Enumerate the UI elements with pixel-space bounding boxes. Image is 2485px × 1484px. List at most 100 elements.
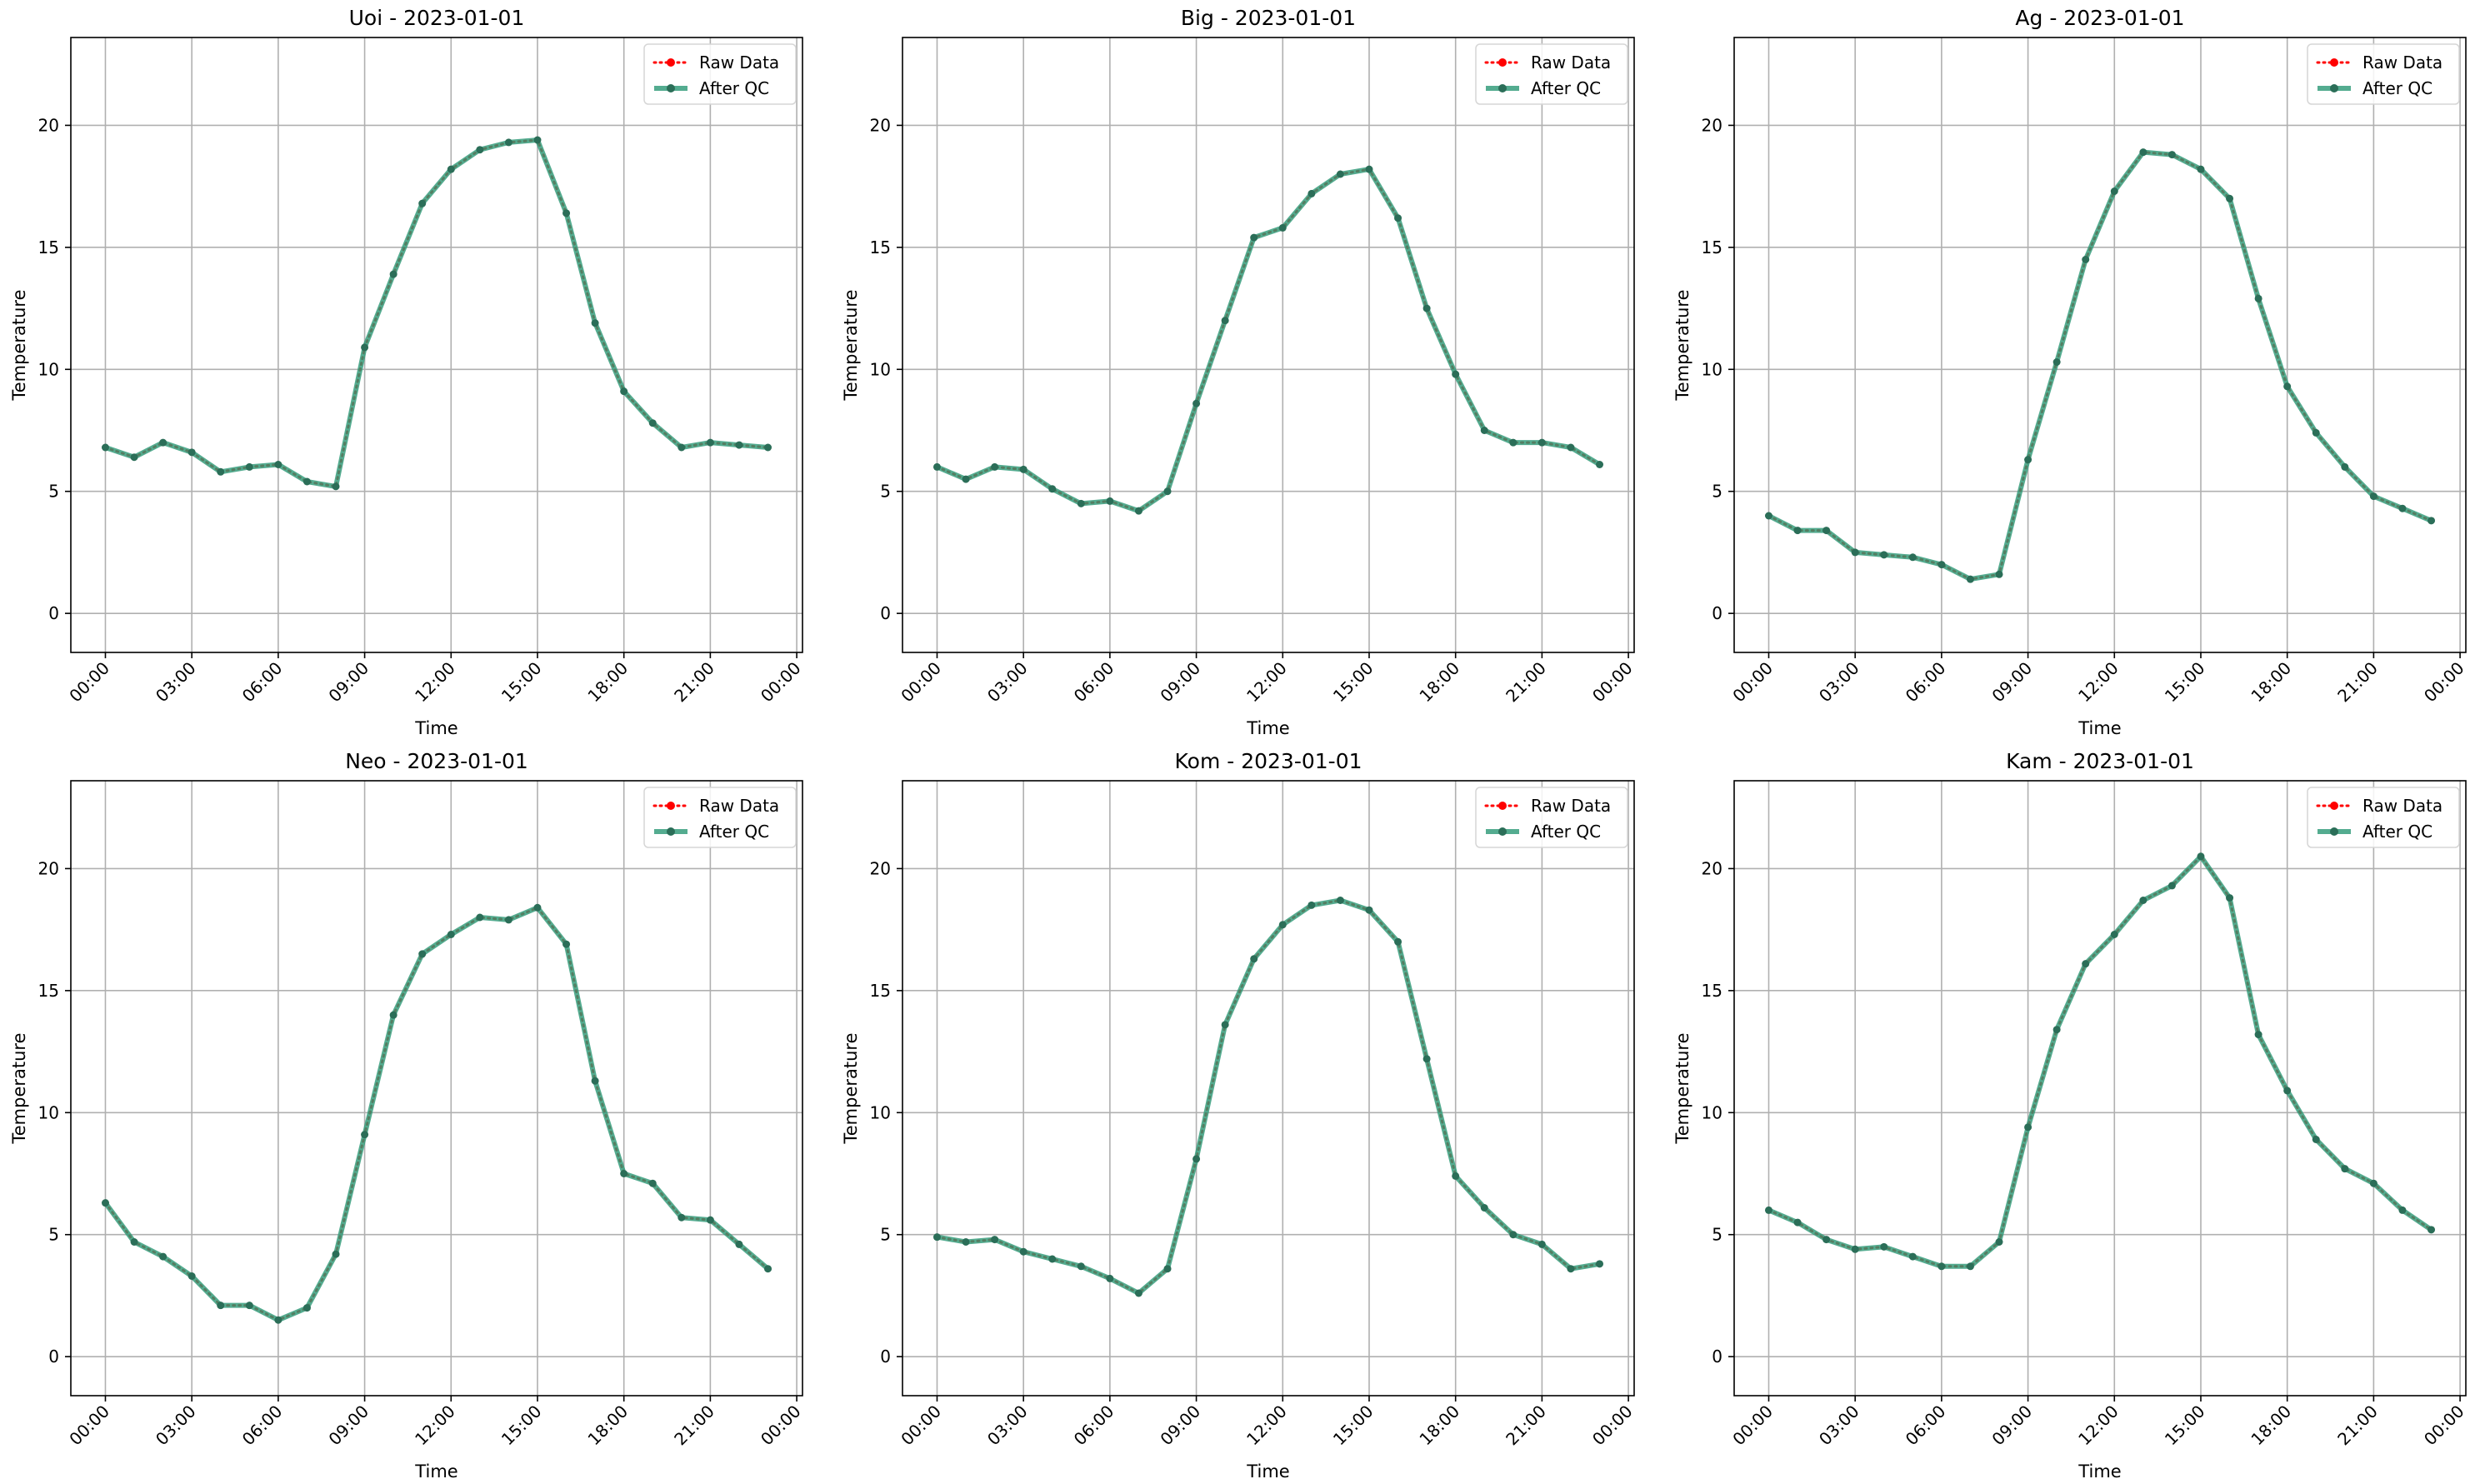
x-axis-label: Time: [2078, 718, 2121, 738]
x-tick-label: 03:00: [152, 1402, 200, 1450]
data-point-after-qc: [2428, 517, 2436, 525]
chart-title: Big - 2023-01-01: [1181, 6, 1356, 30]
data-point-after-qc: [706, 1216, 714, 1224]
data-point-after-qc: [1995, 1238, 2003, 1246]
y-tick-label: 10: [870, 359, 891, 379]
data-point-after-qc: [1880, 551, 1888, 559]
data-point-after-qc: [1966, 575, 1974, 583]
y-axis-label: Temperature: [9, 289, 29, 401]
x-tick-label: 00:00: [65, 658, 113, 707]
x-tick-label: 12:00: [1242, 658, 1291, 707]
data-point-after-qc: [1793, 527, 1802, 535]
series-line-after-qc: [936, 167, 1602, 514]
data-point-after-qc: [620, 1170, 628, 1177]
data-point-after-qc: [1538, 1240, 1546, 1248]
legend-marker-raw-data: [667, 58, 675, 67]
data-point-after-qc: [1192, 399, 1201, 407]
data-point-after-qc: [2052, 1026, 2061, 1034]
data-point-after-qc: [447, 931, 455, 938]
data-point-after-qc: [1480, 1204, 1488, 1212]
data-point-after-qc: [1163, 1265, 1172, 1273]
legend-marker-after-qc: [667, 827, 675, 836]
data-point-after-qc: [1048, 485, 1057, 493]
x-tick-label: 00:00: [1588, 658, 1637, 707]
x-axis-label: Time: [2078, 1462, 2121, 1482]
data-point-after-qc: [2398, 1206, 2407, 1214]
x-tick-label: 18:00: [2247, 1402, 2295, 1450]
data-point-after-qc: [764, 443, 772, 452]
y-tick-label: 5: [880, 482, 891, 502]
data-point-after-qc: [1278, 921, 1287, 929]
data-point-after-qc: [1048, 1255, 1057, 1263]
data-point-after-qc: [962, 475, 970, 483]
y-axis-label: Temperature: [841, 289, 861, 401]
series-line-raw-data: [1768, 151, 2432, 581]
data-point-after-qc: [1106, 1274, 1114, 1282]
data-point-after-qc: [1308, 901, 1316, 909]
data-point-after-qc: [2168, 882, 2176, 890]
x-tick-label: 03:00: [1815, 1402, 1863, 1450]
axes-frame: [70, 37, 803, 653]
data-point-after-qc: [1764, 1206, 1772, 1214]
data-point-after-qc: [1538, 438, 1546, 447]
data-point-after-qc: [1908, 553, 1917, 562]
data-point-after-qc: [217, 1302, 225, 1310]
data-point-after-qc: [2168, 151, 2176, 159]
x-axis-label: Time: [1246, 718, 1289, 738]
data-point-after-qc: [1567, 443, 1575, 452]
data-point-after-qc: [764, 1265, 772, 1273]
y-tick-label: 0: [48, 603, 59, 623]
legend-label: Raw Data: [1531, 52, 1611, 72]
chart-panel: 0 5 10 15 20 00:00 03:00 06:00 09:00 12:00 15:00 18…: [1672, 749, 2468, 1482]
y-axis-label: Temperature: [9, 1032, 29, 1144]
data-point-after-qc: [991, 1236, 999, 1244]
y-tick-label: 5: [48, 1225, 59, 1245]
chart-panel: 0 5 10 15 20 00:00 03:00 06:00 09:00 12:00 15:00 18…: [841, 6, 1637, 738]
y-tick-label: 5: [1712, 1225, 1722, 1245]
legend-marker-after-qc: [2330, 84, 2338, 92]
y-tick-label: 5: [1712, 482, 1722, 502]
data-point-after-qc: [418, 199, 427, 207]
x-tick-label: 18:00: [2247, 658, 2295, 707]
x-axis-label: Time: [1246, 1462, 1289, 1482]
data-point-after-qc: [159, 1252, 168, 1261]
y-tick-label: 0: [1712, 603, 1722, 623]
data-point-after-qc: [101, 443, 109, 452]
data-point-after-qc: [1567, 1265, 1575, 1273]
data-point-after-qc: [2139, 148, 2148, 157]
chart-title: Uoi - 2023-01-01: [349, 6, 525, 30]
x-tick-label: 03:00: [983, 1402, 1032, 1450]
x-tick-label: 15:00: [2161, 658, 2209, 707]
data-point-after-qc: [1365, 906, 1373, 914]
series-line-after-qc: [1768, 853, 2433, 1269]
data-point-after-qc: [1134, 507, 1142, 515]
x-tick-label: 00:00: [1588, 1402, 1637, 1450]
data-point-after-qc: [217, 467, 225, 476]
series-line-after-qc: [104, 137, 768, 489]
x-tick-label: 21:00: [1502, 658, 1550, 707]
x-tick-label: 00:00: [757, 1402, 805, 1450]
data-point-after-qc: [476, 146, 484, 154]
y-tick-label: 20: [1702, 115, 1722, 135]
data-point-after-qc: [1596, 1260, 1604, 1268]
data-point-after-qc: [1422, 304, 1431, 312]
data-point-after-qc: [620, 387, 628, 396]
data-point-after-qc: [1336, 897, 1344, 904]
x-tick-label: 15:00: [498, 1402, 546, 1450]
x-tick-label: 00:00: [897, 1402, 945, 1450]
chart-title: Neo - 2023-01-01: [345, 749, 528, 773]
data-point-after-qc: [2312, 428, 2320, 437]
data-point-after-qc: [274, 1316, 282, 1324]
x-tick-label: 06:00: [1070, 1402, 1118, 1450]
data-point-after-qc: [2082, 960, 2090, 968]
legend-marker-after-qc: [1498, 827, 1507, 836]
y-tick-label: 20: [1702, 858, 1722, 878]
series-line-raw-data: [1768, 854, 2432, 1268]
data-point-after-qc: [533, 136, 542, 144]
data-point-after-qc: [1938, 1262, 1946, 1271]
x-tick-label: 15:00: [1329, 658, 1378, 707]
x-tick-label: 06:00: [1902, 658, 1950, 707]
x-tick-label: 00:00: [1728, 658, 1777, 707]
x-tick-label: 06:00: [1070, 658, 1118, 707]
data-point-after-qc: [332, 482, 340, 491]
